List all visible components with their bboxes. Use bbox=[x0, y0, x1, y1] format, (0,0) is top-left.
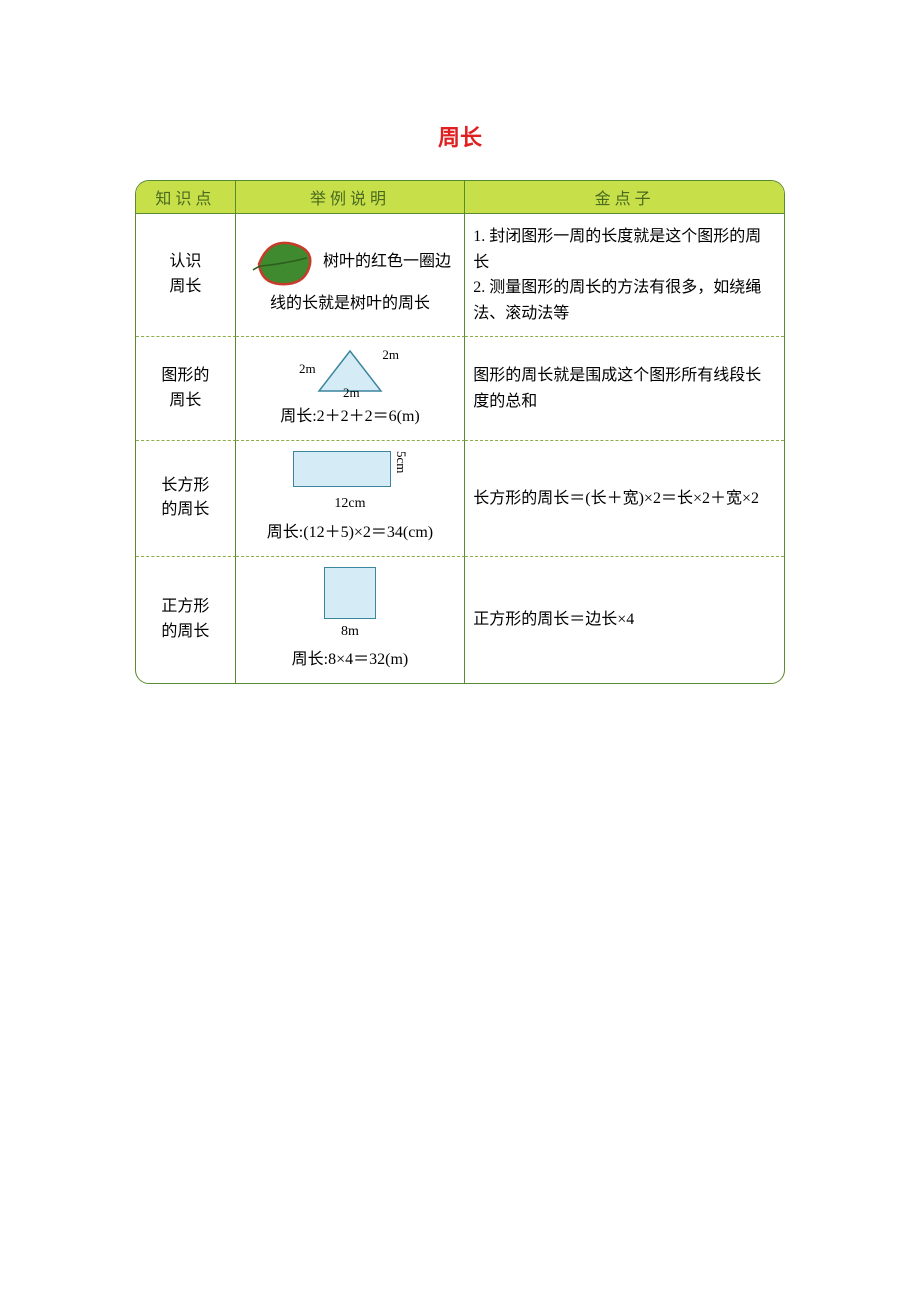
rectangle-icon bbox=[293, 451, 391, 487]
square-calc: 周长:8×4＝32(m) bbox=[292, 648, 409, 673]
col-header-topic: 知识点 bbox=[136, 181, 236, 214]
example-cell: 树叶的红色一圈边 线的长就是树叶的周长 bbox=[236, 214, 466, 337]
leaf-icon bbox=[249, 234, 319, 292]
rectangle-width-label: 5cm bbox=[391, 451, 411, 473]
topic-cell: 正方形 的周长 bbox=[136, 557, 236, 683]
topic-text: 图形的 bbox=[144, 364, 227, 389]
topic-cell: 认识 周长 bbox=[136, 214, 236, 337]
topic-text: 周长 bbox=[144, 389, 227, 414]
topic-cell: 图形的 周长 bbox=[136, 337, 236, 441]
table-row: 长方形 的周长 5cm 12cm 周长:(12＋5)×2＝34(cm) 长方形的… bbox=[136, 441, 784, 556]
topic-text: 的周长 bbox=[144, 498, 227, 523]
example-cell: 8m 周长:8×4＝32(m) bbox=[236, 557, 466, 683]
point-text: 1. 封闭图形一周的长度就是这个图形的周长 bbox=[473, 224, 776, 275]
col-header-points: 金点子 bbox=[465, 181, 784, 214]
table-row: 认识 周长 树叶的红色一圈边 线的长就是树叶的周长 bbox=[136, 214, 784, 337]
example-cell: 5cm 12cm 周长:(12＋5)×2＝34(cm) bbox=[236, 441, 466, 556]
topic-text: 的周长 bbox=[144, 620, 227, 645]
topic-text: 正方形 bbox=[144, 595, 227, 620]
points-cell: 图形的周长就是围成这个图形所有线段长度的总和 bbox=[465, 337, 784, 441]
rectangle-calc: 周长:(12＋5)×2＝34(cm) bbox=[267, 521, 433, 546]
table-header-row: 知识点 举例说明 金点子 bbox=[136, 181, 784, 214]
topic-text: 认识 bbox=[144, 250, 227, 275]
topic-text: 长方形 bbox=[144, 474, 227, 499]
point-text: 2. 测量图形的周长的方法有很多，如绕绳法、滚动法等 bbox=[473, 275, 776, 326]
points-cell: 长方形的周长＝(长＋宽)×2＝长×2＋宽×2 bbox=[465, 441, 784, 556]
table-row: 图形的 周长 2m 2m 2m 周 bbox=[136, 337, 784, 441]
topic-text: 周长 bbox=[144, 275, 227, 300]
rectangle-figure: 5cm 12cm 周长:(12＋5)×2＝34(cm) bbox=[244, 451, 457, 545]
rectangle-length-label: 12cm bbox=[334, 493, 365, 515]
leaf-side-text: 树叶的红色一圈边 bbox=[323, 250, 451, 275]
triangle-calc: 周长:2＋2＋2＝6(m) bbox=[280, 405, 420, 430]
triangle-side-label: 2m bbox=[299, 359, 316, 379]
square-icon bbox=[324, 567, 376, 619]
triangle-side-label: 2m bbox=[343, 383, 360, 403]
knowledge-table: 知识点 举例说明 金点子 认识 周长 bbox=[135, 180, 785, 684]
point-text: 图形的周长就是围成这个图形所有线段长度的总和 bbox=[473, 363, 776, 414]
square-side-label: 8m bbox=[341, 621, 359, 643]
example-cell: 2m 2m 2m 周长:2＋2＋2＝6(m) bbox=[236, 337, 466, 441]
point-text: 长方形的周长＝(长＋宽)×2＝长×2＋宽×2 bbox=[473, 486, 776, 512]
square-figure: 8m 周长:8×4＝32(m) bbox=[244, 567, 457, 673]
page: 周长 知识点 举例说明 金点子 认识 周长 bbox=[0, 0, 920, 684]
points-cell: 正方形的周长＝边长×4 bbox=[465, 557, 784, 683]
leaf-caption: 线的长就是树叶的周长 bbox=[244, 292, 457, 317]
leaf-figure: 树叶的红色一圈边 bbox=[244, 234, 457, 292]
page-title: 周长 bbox=[135, 120, 785, 152]
col-header-example: 举例说明 bbox=[236, 181, 466, 214]
triangle-side-label: 2m bbox=[382, 345, 399, 365]
point-text: 正方形的周长＝边长×4 bbox=[473, 607, 776, 633]
topic-cell: 长方形 的周长 bbox=[136, 441, 236, 556]
triangle-figure: 2m 2m 2m 周长:2＋2＋2＝6(m) bbox=[244, 347, 457, 430]
table-row: 正方形 的周长 8m 周长:8×4＝32(m) 正方形的周长＝边长×4 bbox=[136, 557, 784, 683]
points-cell: 1. 封闭图形一周的长度就是这个图形的周长 2. 测量图形的周长的方法有很多，如… bbox=[465, 214, 784, 337]
